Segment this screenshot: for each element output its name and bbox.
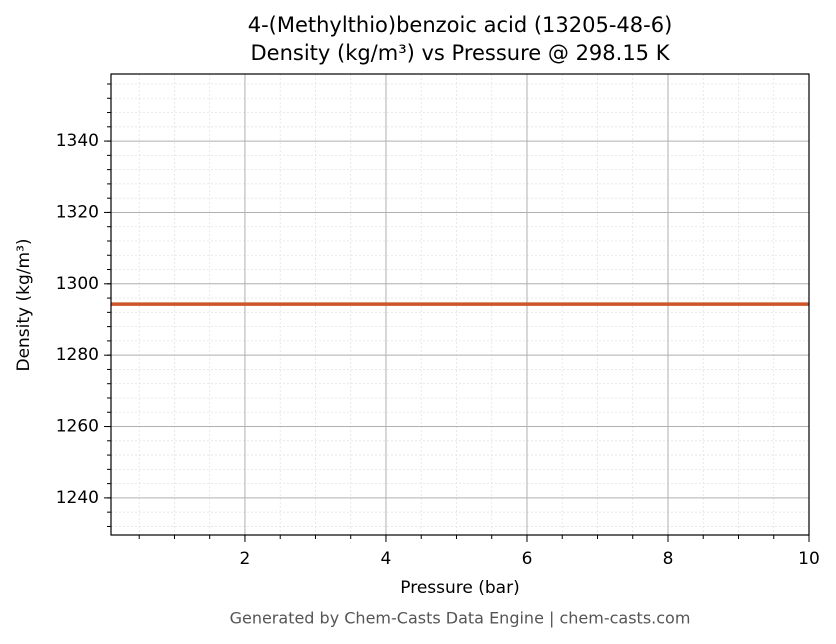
chart-subtitle: Density (kg/m³) vs Pressure @ 298.15 K — [250, 41, 670, 65]
x-tick-label: 4 — [381, 549, 392, 569]
y-tick-label: 1320 — [56, 202, 99, 222]
plot-frame — [110, 73, 810, 536]
footer: Generated by Chem-Casts Data Engine | ch… — [230, 609, 691, 628]
y-tick-label: 1240 — [56, 488, 99, 508]
x-tick-label: 8 — [663, 549, 674, 569]
y-tick-label: 1280 — [56, 345, 99, 365]
x-tick-label: 6 — [522, 549, 533, 569]
y-tick-label: 1300 — [56, 274, 99, 294]
y-tick-label: 1260 — [56, 417, 99, 437]
chart-title: 4-(Methylthio)benzoic acid (13205-48-6) — [248, 13, 673, 37]
x-tick-label: 10 — [798, 549, 820, 569]
x-axis-label: Pressure (bar) — [400, 578, 519, 598]
x-tick-label: 2 — [240, 549, 251, 569]
y-tick-label: 1340 — [56, 131, 99, 151]
y-axis-label: Density (kg/m³) — [14, 238, 34, 371]
